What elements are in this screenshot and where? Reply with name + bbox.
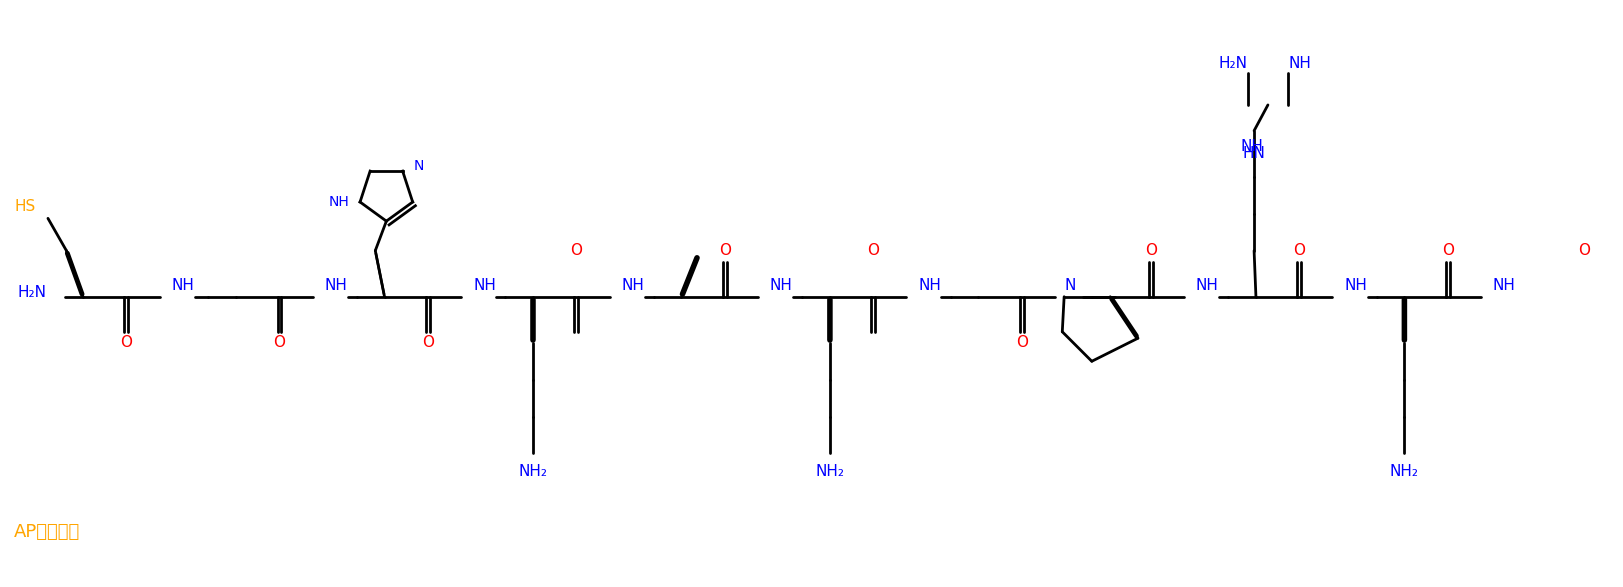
Text: N: N	[1063, 278, 1074, 293]
Text: O: O	[1014, 335, 1027, 350]
Text: O: O	[719, 243, 730, 258]
Text: H₂N: H₂N	[18, 285, 45, 299]
Text: NH: NH	[919, 278, 941, 293]
Text: N: N	[414, 160, 424, 173]
Text: AP专肽生物: AP专肽生物	[15, 523, 80, 541]
Text: O: O	[1144, 243, 1156, 258]
Text: NH₂: NH₂	[815, 464, 844, 480]
Text: NH: NH	[622, 278, 644, 293]
Text: O: O	[422, 335, 433, 350]
Text: O: O	[273, 335, 286, 350]
Text: O: O	[570, 243, 583, 258]
Text: O: O	[120, 335, 131, 350]
Text: H₂N: H₂N	[1217, 56, 1246, 71]
Text: NH: NH	[172, 278, 195, 293]
Text: NH: NH	[1195, 278, 1219, 293]
Text: O: O	[1441, 243, 1453, 258]
Text: NH: NH	[1240, 139, 1263, 154]
Text: HN: HN	[1242, 146, 1264, 161]
Text: NH: NH	[1492, 278, 1514, 293]
Text: O: O	[1292, 243, 1305, 258]
Text: NH: NH	[472, 278, 495, 293]
Text: NH: NH	[1344, 278, 1367, 293]
Text: NH₂: NH₂	[518, 464, 547, 480]
Text: NH: NH	[1287, 56, 1310, 71]
Text: NH: NH	[325, 278, 347, 293]
Text: NH₂: NH₂	[1389, 464, 1419, 480]
Text: O: O	[867, 243, 878, 258]
Text: O: O	[1578, 243, 1589, 258]
Text: HS: HS	[15, 199, 36, 214]
Text: NH: NH	[769, 278, 792, 293]
Text: NH: NH	[328, 195, 349, 209]
